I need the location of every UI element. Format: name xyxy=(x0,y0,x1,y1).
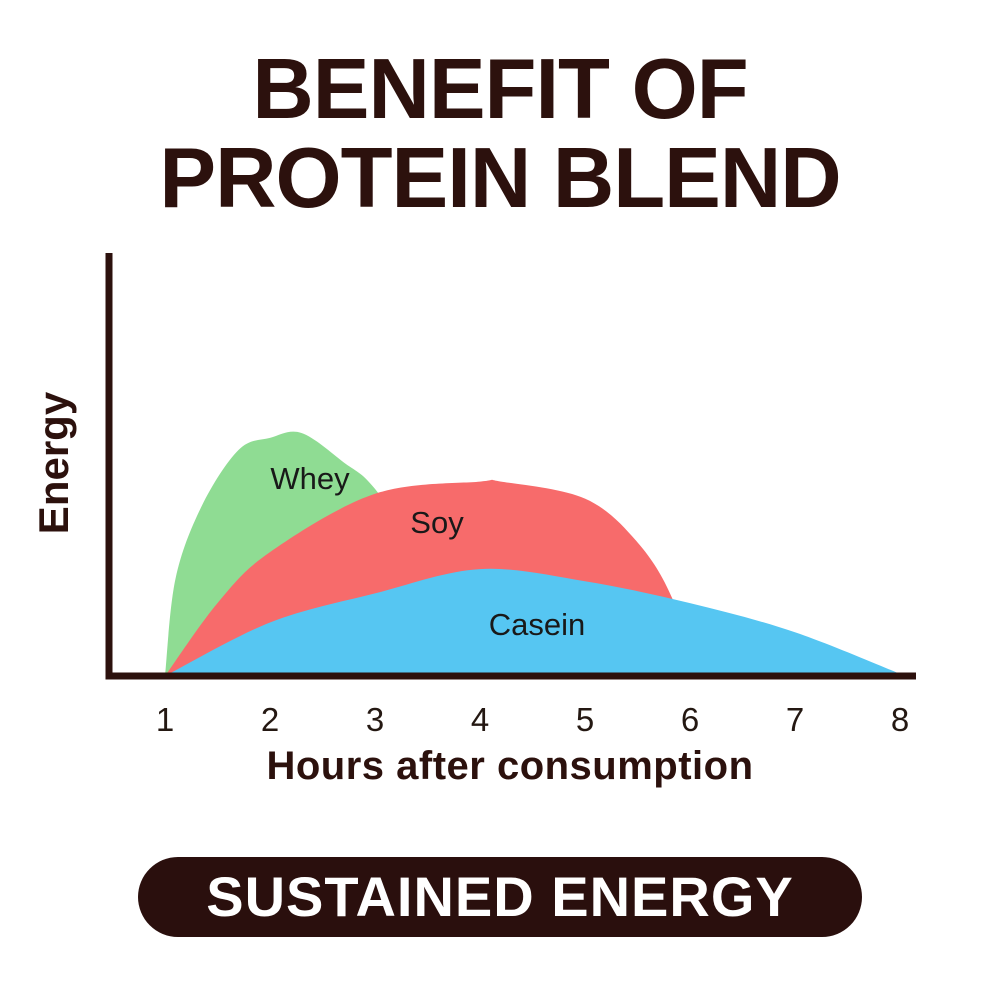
soy-label: Soy xyxy=(410,505,464,540)
x-tick-label: 5 xyxy=(576,701,594,738)
casein-label: Casein xyxy=(489,607,586,642)
energy-chart: Whey Soy Casein 1 2 3 4 5 6 7 8 Hours after con… xyxy=(30,253,916,788)
x-tick-label: 7 xyxy=(786,701,804,738)
x-tick-label: 4 xyxy=(471,701,489,738)
x-tick-label: 8 xyxy=(891,701,909,738)
axes xyxy=(105,253,916,680)
x-tick-labels: 1 2 3 4 5 6 7 8 xyxy=(156,701,909,738)
y-axis-label: Energy xyxy=(30,391,77,534)
whey-label: Whey xyxy=(270,461,350,496)
casein-area xyxy=(165,568,906,676)
badge-label: SUSTAINED ENERGY xyxy=(206,865,794,928)
sustained-energy-badge: SUSTAINED ENERGY xyxy=(138,857,862,937)
x-axis-label: Hours after consumption xyxy=(266,744,753,788)
x-tick-label: 2 xyxy=(261,701,279,738)
title-line-1: BENEFIT OF xyxy=(252,42,748,137)
x-tick-label: 3 xyxy=(366,701,384,738)
page-title: BENEFIT OF PROTEIN BLEND xyxy=(0,45,1000,223)
title-line-2: PROTEIN BLEND xyxy=(159,131,841,226)
x-tick-label: 1 xyxy=(156,701,174,738)
x-tick-label: 6 xyxy=(681,701,699,738)
